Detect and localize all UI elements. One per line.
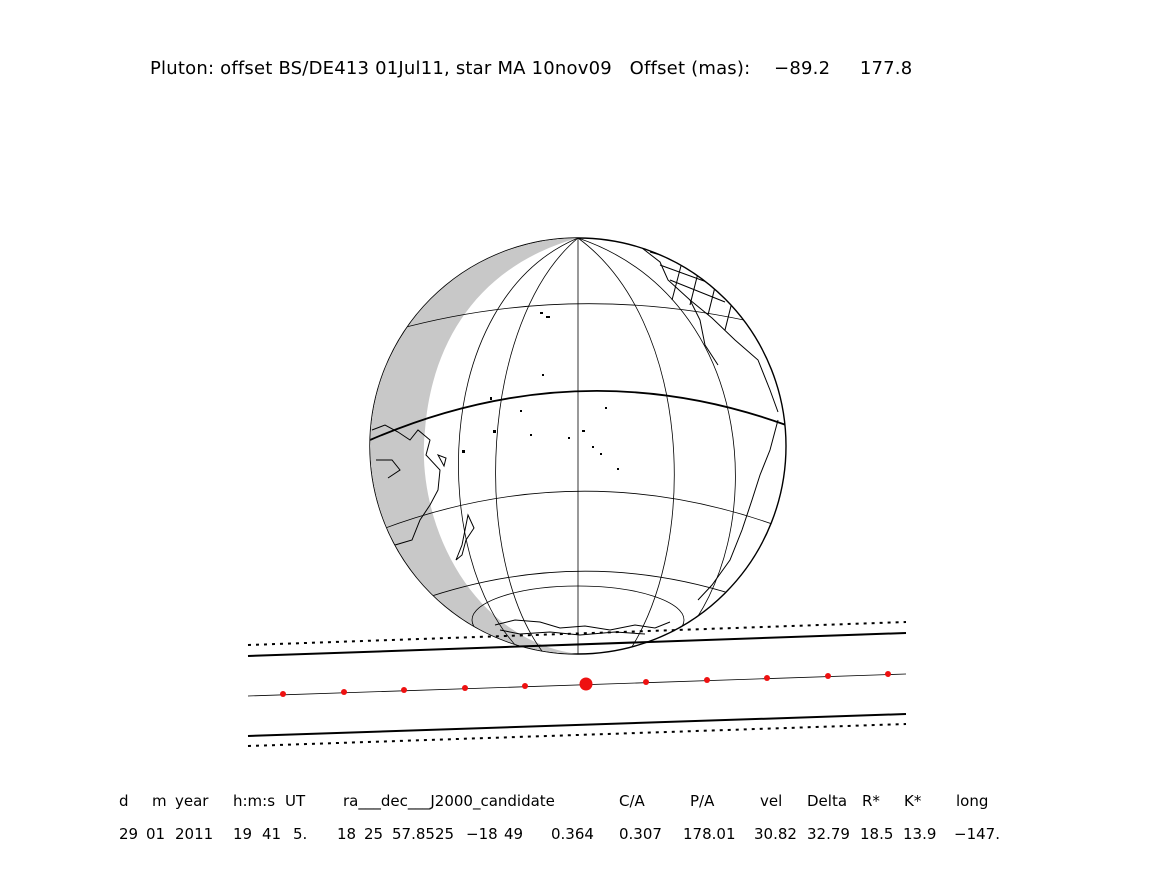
- upper-error-limit: [247, 621, 907, 646]
- lower-shadow-limit: [247, 713, 907, 737]
- value-rstar: 18.5: [860, 825, 894, 843]
- value-day: 29: [119, 825, 139, 843]
- header-rstar: R*: [862, 792, 880, 810]
- shadow-path: [247, 621, 907, 747]
- value-pa: 178.01: [683, 825, 736, 843]
- value-hour: 19: [233, 825, 253, 843]
- lower-error-limit: [247, 723, 907, 747]
- central-line: [247, 673, 907, 697]
- value-year: 2011: [175, 825, 214, 843]
- header-year: year: [175, 792, 209, 810]
- antarctica-coast: [494, 619, 671, 636]
- upper-shadow-limit: [247, 632, 907, 657]
- value-ra-minutes: 25: [364, 825, 384, 843]
- plot-title: Pluton: offset BS/DE413 01Jul11, star MA…: [150, 58, 913, 79]
- value-ca: 0.307: [619, 825, 662, 843]
- track-point: [462, 685, 468, 691]
- track-point: [401, 687, 407, 693]
- track-point: [704, 677, 710, 683]
- value-candidate: 0.364: [551, 825, 594, 843]
- track-point: [764, 675, 770, 681]
- meridian-lines: [458, 238, 736, 654]
- track-point: [522, 683, 528, 689]
- value-delta: 32.79: [807, 825, 850, 843]
- pacific-islands: [462, 312, 619, 470]
- header-hms: h:m:s: [233, 792, 276, 810]
- track-point: [280, 691, 286, 697]
- header-vel: vel: [760, 792, 783, 810]
- value-vel: 30.82: [754, 825, 797, 843]
- track-point: [885, 671, 891, 677]
- header-radec: ra___dec___J2000_candidate: [343, 792, 555, 810]
- track-points: [280, 671, 891, 697]
- value-minute: 41: [262, 825, 282, 843]
- header-day: d: [119, 792, 129, 810]
- value-second: 5.: [293, 825, 308, 843]
- track-point: [825, 673, 831, 679]
- twilight-zone: [370, 238, 578, 654]
- header-ut: UT: [285, 792, 306, 810]
- closest-approach-point: [579, 677, 593, 691]
- earth-globe: [369, 237, 787, 655]
- header-month: m: [152, 792, 167, 810]
- header-ca: C/A: [619, 792, 645, 810]
- track-point: [341, 689, 347, 695]
- value-long: −147.: [954, 825, 1000, 843]
- value-month: 01: [146, 825, 166, 843]
- track-point: [643, 679, 649, 685]
- header-long: long: [956, 792, 989, 810]
- value-ra-seconds: 57.8525: [392, 825, 455, 843]
- value-dec-minutes: 49: [504, 825, 524, 843]
- value-ra-hours: 18: [337, 825, 357, 843]
- value-dec-degrees: −18: [466, 825, 498, 843]
- header-kstar: K*: [904, 792, 922, 810]
- value-kstar: 13.9: [903, 825, 937, 843]
- header-delta: Delta: [807, 792, 848, 810]
- header-pa: P/A: [690, 792, 715, 810]
